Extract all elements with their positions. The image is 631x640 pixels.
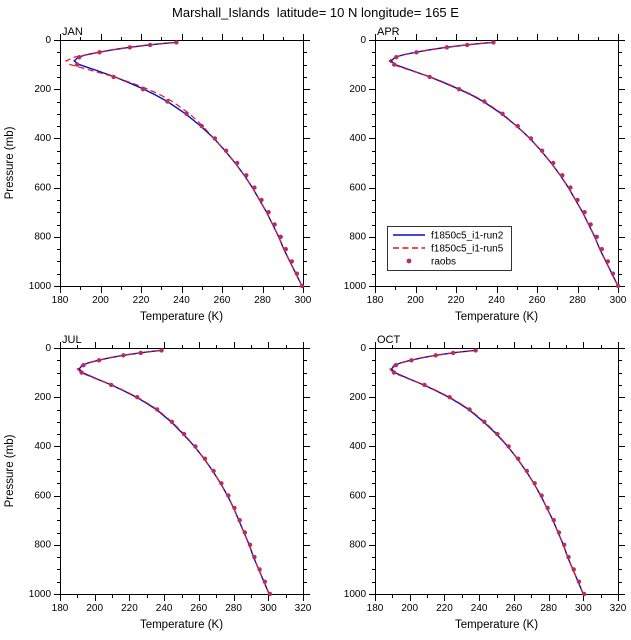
panel-oct bbox=[315, 332, 630, 640]
panel-jan bbox=[0, 24, 315, 332]
figure-title: Marshall_Islands latitude= 10 N longitud… bbox=[172, 5, 459, 20]
panel-jul bbox=[0, 332, 315, 640]
panel-jan-canvas bbox=[0, 24, 315, 332]
panel-apr-canvas bbox=[315, 24, 630, 332]
panel-jul-canvas bbox=[0, 332, 315, 640]
panel-apr bbox=[315, 24, 630, 332]
panel-grid bbox=[0, 24, 630, 640]
panel-oct-canvas bbox=[315, 332, 630, 640]
